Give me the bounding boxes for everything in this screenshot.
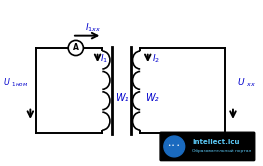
Text: $I_2$: $I_2$: [151, 52, 160, 65]
FancyBboxPatch shape: [160, 132, 255, 161]
Text: Образовательный портал: Образовательный портал: [192, 149, 252, 153]
Text: $U\ _{xx}$: $U\ _{xx}$: [237, 77, 256, 89]
Text: W₁: W₁: [115, 93, 128, 103]
Text: $U\ _{1ном}$: $U\ _{1ном}$: [3, 77, 28, 89]
Text: A: A: [73, 43, 79, 52]
Circle shape: [164, 136, 185, 157]
Text: intellect.icu: intellect.icu: [192, 139, 240, 145]
Text: W₂: W₂: [145, 93, 158, 103]
Text: $I_{1xx}$: $I_{1xx}$: [85, 21, 101, 34]
Text: $I_1$: $I_1$: [100, 52, 109, 65]
Circle shape: [68, 40, 83, 56]
Text: •• •: •• •: [168, 143, 180, 148]
